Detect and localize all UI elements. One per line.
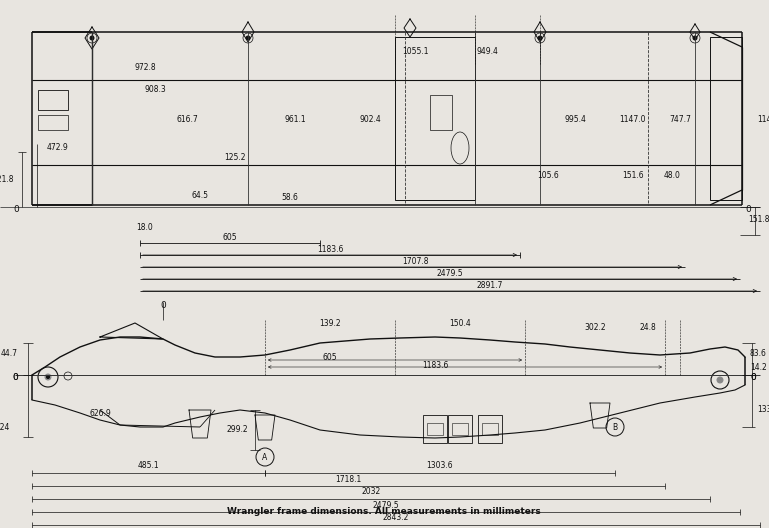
Bar bbox=[710, 37, 742, 200]
Text: 18.0: 18.0 bbox=[137, 223, 153, 232]
Text: 2891.7: 2891.7 bbox=[477, 281, 503, 290]
Text: 124: 124 bbox=[0, 422, 10, 431]
Text: 605: 605 bbox=[223, 233, 238, 242]
Text: 949.4: 949.4 bbox=[476, 48, 498, 56]
Text: 125.2: 125.2 bbox=[225, 153, 246, 162]
Text: 995.4: 995.4 bbox=[564, 116, 586, 125]
Text: 1147.0: 1147.0 bbox=[619, 116, 645, 125]
Text: 44.7: 44.7 bbox=[1, 348, 18, 357]
Text: 0: 0 bbox=[13, 205, 19, 214]
Text: 961.1: 961.1 bbox=[285, 116, 306, 125]
Text: 14.2: 14.2 bbox=[750, 363, 767, 372]
Text: 83.6: 83.6 bbox=[750, 348, 767, 357]
Text: 150.4: 150.4 bbox=[449, 318, 471, 327]
Text: 472.9: 472.9 bbox=[47, 143, 68, 152]
Bar bbox=[38, 90, 68, 110]
Circle shape bbox=[246, 36, 250, 40]
Text: 151.6: 151.6 bbox=[622, 171, 644, 180]
Text: 0: 0 bbox=[12, 372, 18, 382]
Text: 0: 0 bbox=[750, 372, 756, 382]
Circle shape bbox=[46, 375, 49, 379]
Text: 48.0: 48.0 bbox=[664, 171, 681, 180]
Bar bbox=[430, 95, 452, 130]
Text: 299.2: 299.2 bbox=[226, 426, 248, 435]
Text: 2843.2: 2843.2 bbox=[383, 514, 409, 523]
Text: 1147.5: 1147.5 bbox=[757, 116, 769, 125]
Bar bbox=[395, 37, 475, 200]
Text: Wrangler frame dimensions. All measurements in millimeters: Wrangler frame dimensions. All measureme… bbox=[227, 507, 541, 516]
Text: 64.5: 64.5 bbox=[191, 191, 208, 200]
Text: 421.8: 421.8 bbox=[0, 175, 14, 184]
Text: 133.3: 133.3 bbox=[757, 406, 769, 414]
Text: A: A bbox=[262, 452, 268, 461]
Text: 2479.5: 2479.5 bbox=[437, 269, 463, 278]
Circle shape bbox=[538, 36, 542, 40]
Text: 2479.5: 2479.5 bbox=[373, 501, 399, 510]
Text: 302.2: 302.2 bbox=[584, 323, 606, 332]
Text: 151.8: 151.8 bbox=[748, 214, 769, 223]
Text: 2032: 2032 bbox=[361, 487, 381, 496]
Text: 58.6: 58.6 bbox=[281, 193, 298, 203]
Text: 485.1: 485.1 bbox=[138, 461, 159, 470]
Bar bbox=[478, 415, 502, 443]
Text: 1303.6: 1303.6 bbox=[427, 461, 453, 470]
Text: B: B bbox=[612, 422, 618, 431]
Circle shape bbox=[693, 36, 697, 40]
Text: 972.8: 972.8 bbox=[134, 63, 156, 72]
Bar bbox=[423, 415, 447, 443]
Text: 0: 0 bbox=[160, 300, 166, 309]
Text: 605: 605 bbox=[323, 353, 338, 362]
Text: 139.2: 139.2 bbox=[319, 318, 341, 327]
Text: 626.9: 626.9 bbox=[89, 409, 111, 418]
Bar bbox=[448, 415, 472, 443]
Circle shape bbox=[90, 36, 94, 40]
Text: 0: 0 bbox=[12, 372, 18, 382]
Text: 0: 0 bbox=[745, 205, 751, 214]
Circle shape bbox=[717, 377, 723, 383]
Text: 1183.6: 1183.6 bbox=[317, 246, 343, 254]
Text: 105.6: 105.6 bbox=[537, 171, 559, 180]
Circle shape bbox=[45, 374, 51, 380]
Text: 1707.8: 1707.8 bbox=[401, 258, 428, 267]
Text: 902.4: 902.4 bbox=[359, 116, 381, 125]
Text: 1055.1: 1055.1 bbox=[401, 48, 428, 56]
Bar bbox=[38, 115, 68, 130]
Text: 1183.6: 1183.6 bbox=[422, 361, 448, 370]
Text: 24.8: 24.8 bbox=[640, 323, 657, 332]
Text: 908.3: 908.3 bbox=[144, 86, 166, 95]
Text: 747.7: 747.7 bbox=[669, 116, 691, 125]
Bar bbox=[482, 423, 498, 435]
Text: 1718.1: 1718.1 bbox=[335, 475, 361, 484]
Bar bbox=[452, 423, 468, 435]
Text: 0: 0 bbox=[750, 372, 756, 382]
Bar bbox=[427, 423, 443, 435]
Text: 616.7: 616.7 bbox=[176, 116, 198, 125]
